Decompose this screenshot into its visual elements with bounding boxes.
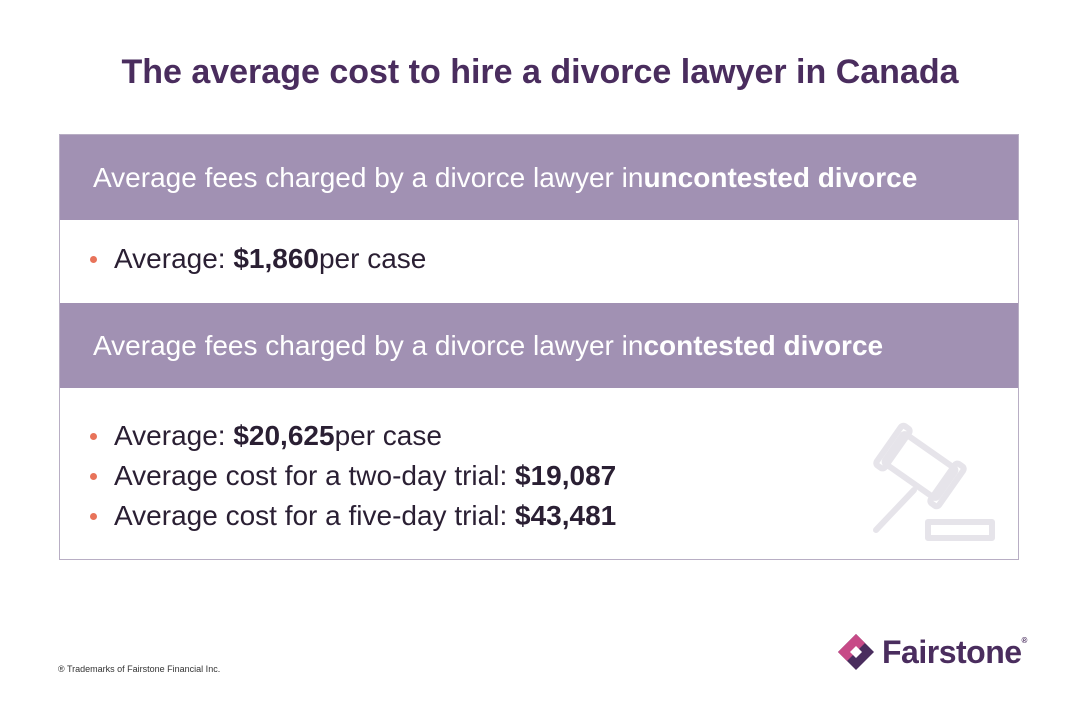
cost-card: Average fees charged by a divorce lawyer… — [59, 134, 1019, 560]
item-label: Average cost for a five-day trial: — [114, 500, 508, 531]
bullet-icon — [90, 472, 97, 480]
item-value: $43,481 — [515, 500, 617, 531]
item-label: Average: — [114, 243, 226, 274]
item-label: Average cost for a two-day trial: — [114, 460, 508, 491]
heading-text: Average fees charged by a divorce lawyer… — [93, 329, 644, 361]
item-value: $20,625 — [233, 420, 335, 451]
bullet-icon — [90, 255, 97, 263]
item-suffix: per case — [318, 243, 427, 274]
bullet-icon — [90, 432, 97, 440]
list-item: Average cost for a two-day trial: $19,08… — [90, 456, 616, 496]
trademark-footnote: ® Trademarks of Fairstone Financial Inc. — [58, 664, 221, 674]
logo-text: Fairstone — [882, 633, 1022, 670]
section-heading-uncontested: Average fees charged by a divorce lawyer… — [60, 135, 1018, 220]
logo-wordmark: Fairstone® — [882, 634, 1027, 671]
heading-bold: uncontested divorce — [643, 161, 918, 193]
item-value: $1,860 — [233, 243, 319, 274]
gavel-icon — [873, 422, 995, 541]
contested-list: Average: $20,625 per case Average cost f… — [90, 416, 616, 536]
fairstone-diamond-icon — [838, 634, 874, 670]
heading-text: Average fees charged by a divorce lawyer… — [93, 161, 644, 193]
section-heading-contested: Average fees charged by a divorce lawyer… — [60, 303, 1018, 388]
item-label: Average: — [114, 420, 226, 451]
heading-bold: contested divorce — [643, 329, 884, 361]
uncontested-list: Average: $1,860 per case — [90, 239, 426, 279]
item-suffix: per case — [334, 420, 442, 451]
bullet-icon — [90, 512, 97, 520]
item-value: $19,087 — [515, 460, 617, 491]
page-title: The average cost to hire a divorce lawye… — [121, 53, 959, 91]
list-item: Average: $1,860 per case — [90, 239, 426, 279]
fairstone-logo: Fairstone® — [836, 628, 1027, 676]
list-item: Average: $20,625 per case — [90, 416, 616, 456]
list-item: Average cost for a five-day trial: $43,4… — [90, 496, 616, 536]
registered-mark: ® — [1021, 635, 1028, 645]
